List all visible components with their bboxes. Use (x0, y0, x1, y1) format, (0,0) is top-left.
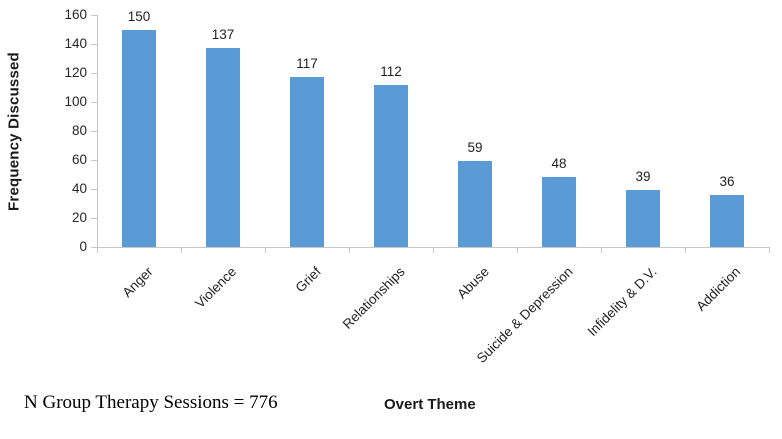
y-tick-mark (91, 160, 97, 161)
x-category-label: Anger (119, 264, 156, 301)
y-tick-mark (91, 102, 97, 103)
y-tick-mark (91, 218, 97, 219)
value-label: 117 (296, 56, 318, 72)
bar-violence (206, 48, 240, 247)
x-category-label: Violence (192, 264, 240, 312)
y-tick-label: 20 (71, 210, 87, 225)
y-tick-label: 80 (71, 123, 87, 138)
y-tick-mark (91, 189, 97, 190)
y-axis-title: Frequency Discussed (5, 52, 23, 211)
y-tick-label: 60 (71, 152, 87, 167)
x-tick-mark (601, 248, 602, 253)
x-tick-mark (769, 248, 770, 253)
footnote: N Group Therapy Sessions = 776 (24, 392, 278, 413)
y-tick-mark (91, 73, 97, 74)
y-tick-label: 160 (64, 7, 87, 22)
bar-addiction (710, 194, 744, 247)
bar-abuse (458, 161, 492, 247)
y-tick-label: 0 (79, 239, 87, 254)
value-label: 59 (467, 140, 483, 156)
y-tick-mark (91, 131, 97, 132)
x-axis-title: Overt Theme (384, 396, 476, 413)
x-tick-mark (181, 248, 182, 253)
y-tick-label: 140 (64, 36, 87, 51)
value-label: 112 (380, 63, 402, 79)
value-label: 150 (127, 8, 151, 24)
value-label: 36 (719, 173, 735, 189)
y-tick-label: 40 (71, 181, 87, 196)
x-tick-mark (433, 248, 434, 253)
x-tick-mark (349, 248, 350, 253)
bar-suicide-depression (542, 177, 576, 247)
x-category-label: Abuse (453, 264, 492, 302)
value-label: 48 (551, 156, 567, 172)
value-label: 137 (211, 27, 235, 43)
bar-relationships (374, 84, 408, 247)
y-tick-label: 120 (64, 65, 87, 80)
x-category-label: Addiction (693, 264, 744, 314)
value-label: 39 (635, 169, 651, 185)
y-tick-mark (91, 44, 97, 45)
x-tick-mark (97, 248, 98, 253)
y-tick-mark (91, 15, 97, 16)
bar-infidelity-d-v (626, 190, 660, 247)
x-category-label: Infidelity & D.V. (584, 264, 660, 339)
x-tick-mark (517, 248, 518, 253)
x-tick-mark (265, 248, 266, 253)
x-category-label: Relationships (339, 264, 408, 332)
y-tick-mark (91, 247, 97, 248)
bar-anger (122, 29, 156, 247)
x-tick-mark (685, 248, 686, 253)
y-axis-line (97, 15, 98, 247)
y-tick-label: 100 (64, 94, 87, 109)
x-axis-line (97, 247, 770, 248)
x-category-label: Suicide & Depression (473, 264, 576, 366)
bar-grief (290, 77, 324, 247)
x-category-label: Grief (292, 264, 324, 296)
